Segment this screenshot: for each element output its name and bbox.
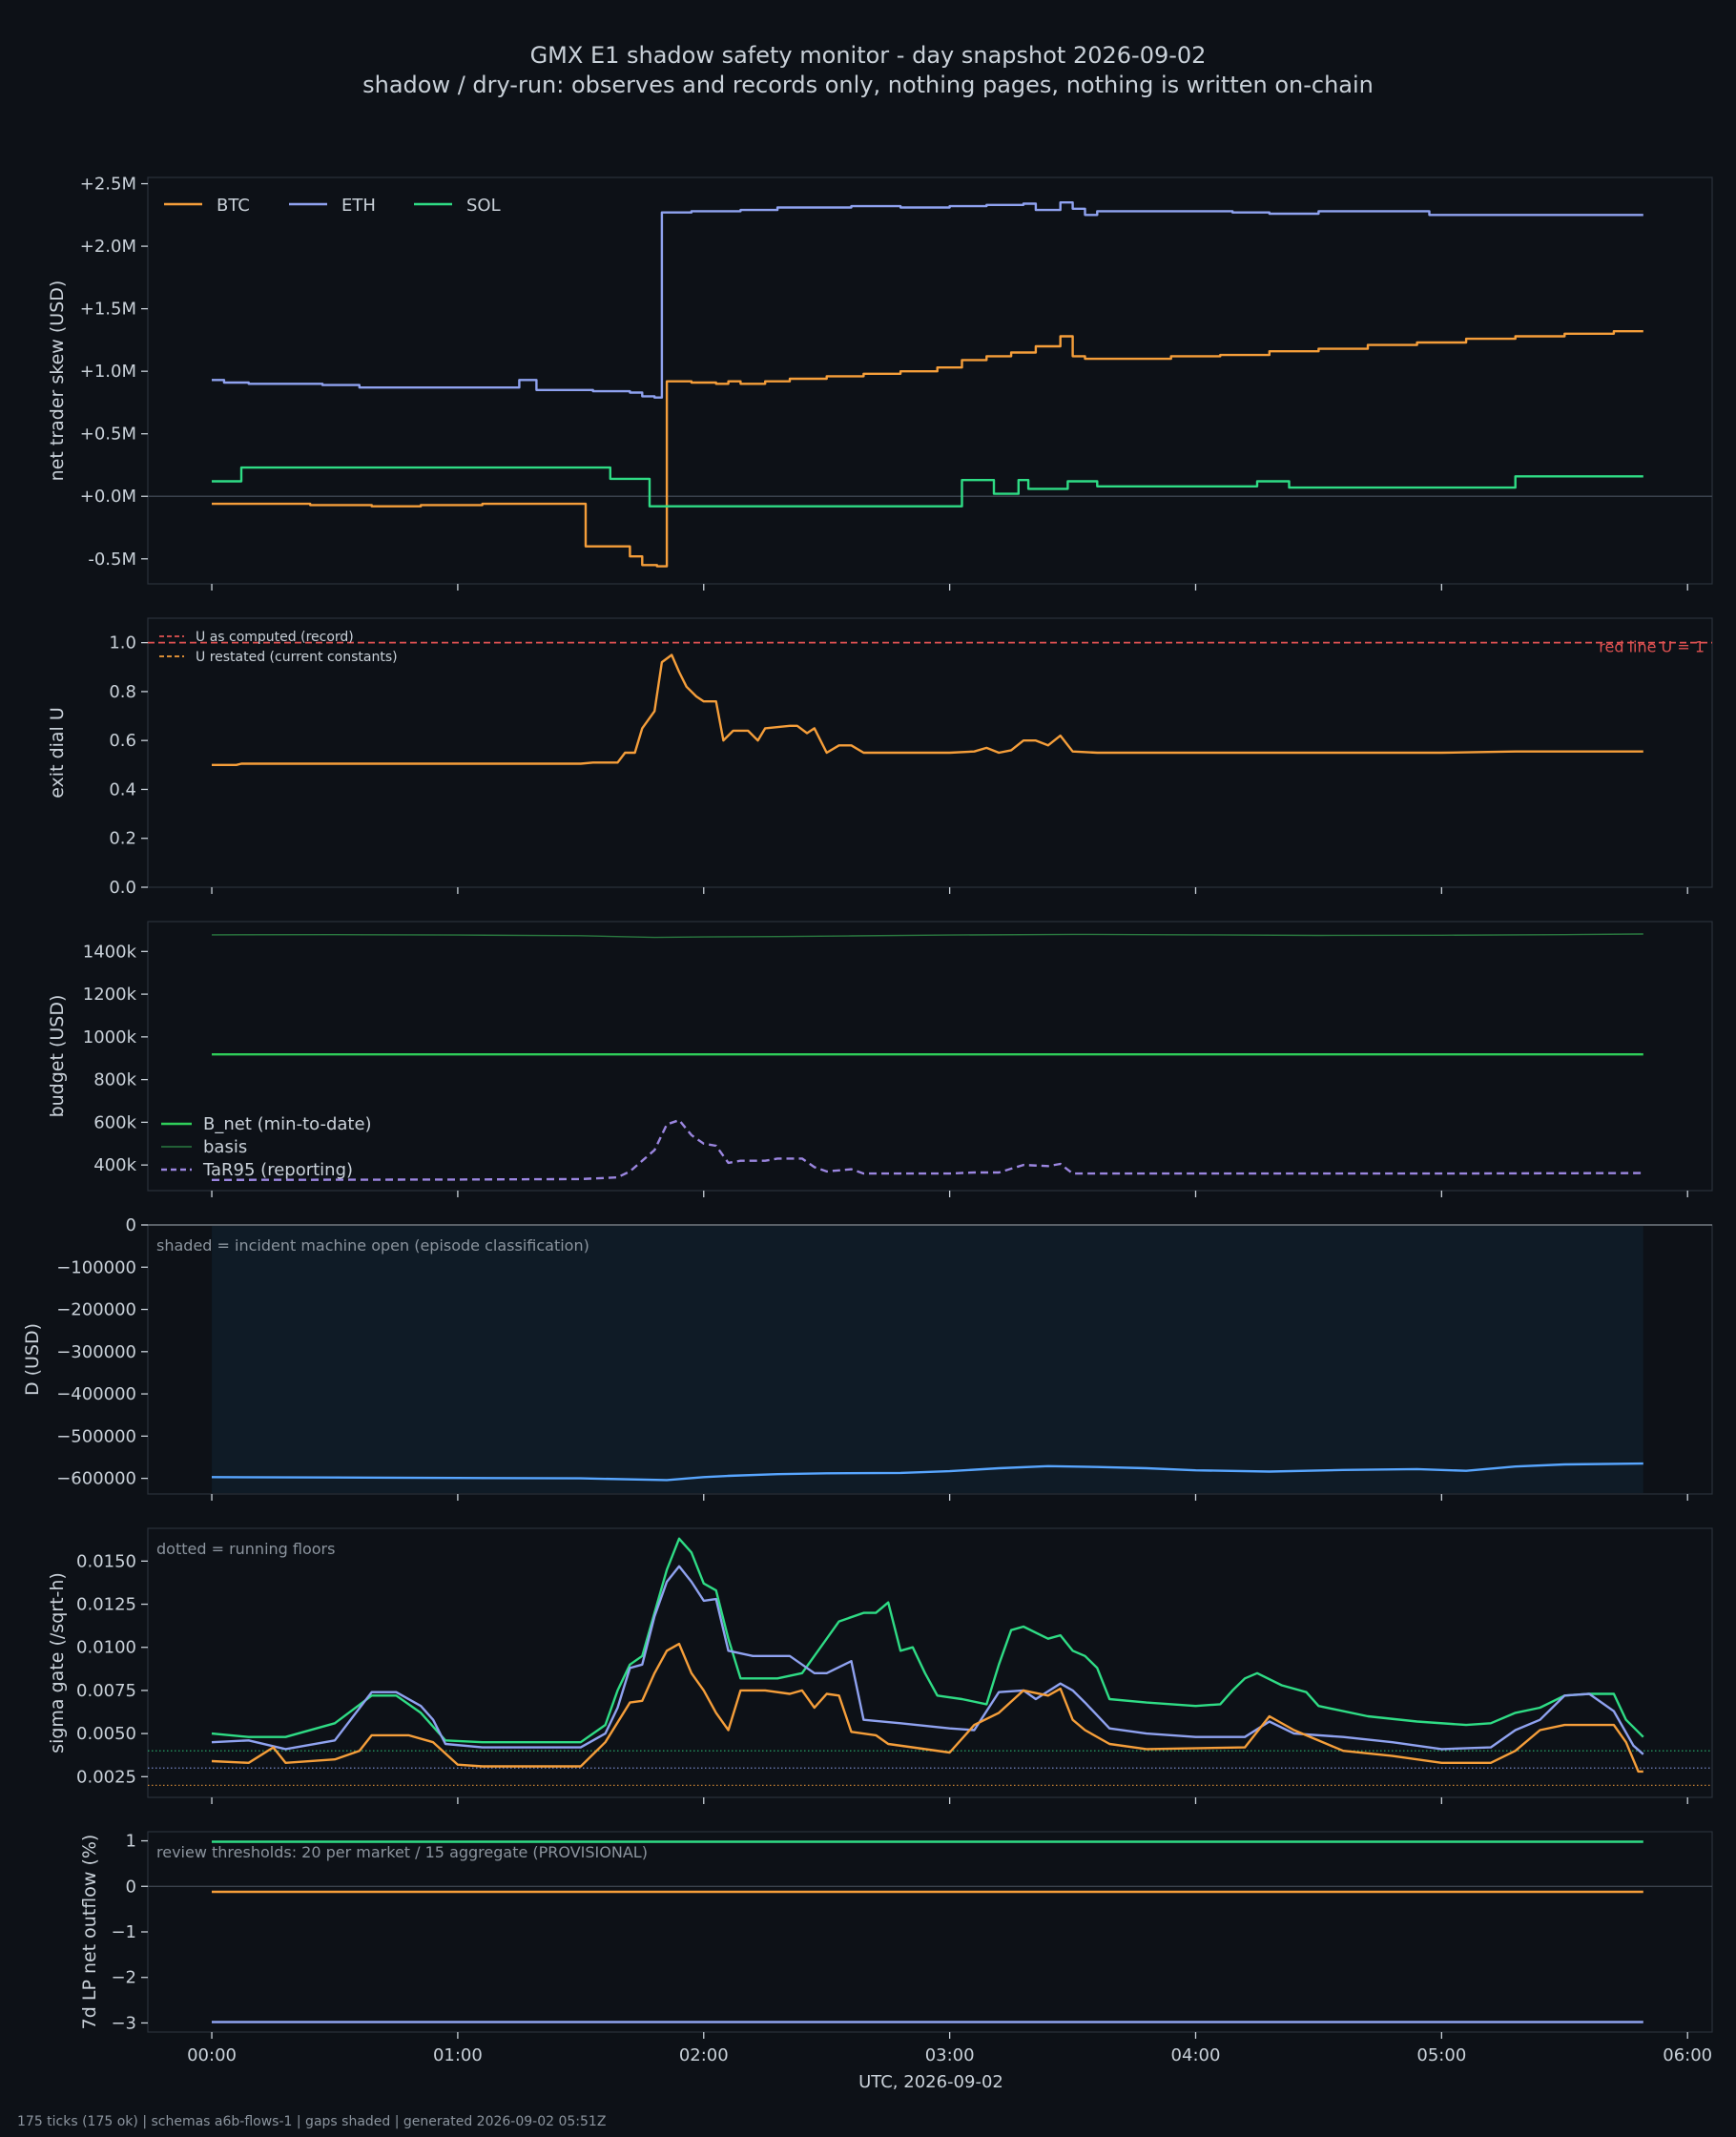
y-tick-label: +0.0M	[80, 487, 136, 507]
y-axis-label: sigma gate (/sqrt-h)	[47, 1572, 68, 1753]
chart-title: GMX E1 shadow safety monitor - day snaps…	[530, 42, 1207, 69]
y-tick-label: −1	[111, 1922, 136, 1942]
y-tick-label: 1400k	[83, 942, 137, 962]
x-tick-label: 01:00	[433, 2045, 483, 2065]
y-tick-label: 0.0150	[76, 1551, 136, 1571]
y-axis-label: exit dial U	[47, 707, 68, 799]
y-tick-label: 0.0050	[76, 1724, 136, 1744]
y-axis-label: budget (USD)	[47, 995, 68, 1118]
y-tick-label: 1	[126, 1832, 136, 1852]
x-tick-label: 05:00	[1416, 2045, 1466, 2065]
y-tick-label: +0.5M	[80, 425, 136, 445]
x-tick-label: 03:00	[925, 2045, 975, 2065]
y-tick-label: −500000	[56, 1426, 136, 1446]
y-tick-label: +1.5M	[80, 300, 136, 320]
legend-entry: B_net (min-to-date)	[203, 1114, 372, 1134]
y-tick-label: +2.5M	[80, 175, 136, 195]
panel-skew: -0.5M +0.0M +0.5M +1.0M +1.5M +2.0M +2.5M net t…	[47, 175, 1713, 591]
y-tick-label: 0.0075	[76, 1681, 136, 1701]
series-btc	[212, 330, 1643, 568]
y-tick-label: −200000	[56, 1300, 136, 1320]
y-tick-label: −300000	[56, 1342, 136, 1362]
panels: -0.5M +0.0M +0.5M +1.0M +1.5M +2.0M +2.5M net t…	[22, 175, 1713, 2065]
y-axis-label: net trader skew (USD)	[47, 280, 68, 482]
y-tick-label: 400k	[93, 1155, 136, 1175]
series-eth	[211, 1565, 1644, 1755]
panel-exitdial: 0.0 0.2 0.4 0.6 0.8 1.0 exit dial U red line U …	[47, 617, 1713, 898]
series-sol	[211, 1537, 1644, 1744]
y-tick-label: −400000	[56, 1384, 136, 1404]
x-tick-label: 04:00	[1171, 2045, 1221, 2065]
y-tick-label: −3	[111, 2013, 136, 2033]
series-basis	[211, 933, 1643, 939]
chart-subtitle: shadow / dry-run: observes and records o…	[362, 72, 1374, 98]
panel-frame	[147, 1527, 1713, 1798]
y-tick-label: 0.0025	[76, 1767, 136, 1787]
y-tick-label: 1200k	[83, 985, 137, 1005]
series-u-line	[212, 654, 1643, 766]
legend-entry: U as computed (record)	[196, 630, 354, 645]
panel-sigma: 0.0025 0.0050 0.0075 0.0100 0.0125 0.0150 sigm…	[47, 1527, 1713, 1804]
series-tar95-reporting-	[211, 1118, 1643, 1181]
panel-frame	[147, 921, 1713, 1192]
y-tick-label: 0.0125	[76, 1595, 136, 1615]
legend-entry: BTC	[217, 196, 250, 216]
y-tick-label: +1.0M	[80, 362, 136, 382]
y-tick-label: −100000	[56, 1257, 136, 1277]
y-tick-label: 0.6	[109, 731, 136, 751]
y-tick-label: 0	[126, 1215, 136, 1235]
panel-note: dotted = running floors	[156, 1540, 335, 1558]
incident-shade	[212, 1226, 1643, 1493]
footer-text: 175 ticks (175 ok) | schemas a6b-flows-1…	[17, 2114, 606, 2129]
y-tick-label: −600000	[56, 1469, 136, 1489]
series-eth	[212, 201, 1643, 399]
y-tick-label: 0.2	[109, 829, 136, 849]
y-tick-label: 1.0	[109, 633, 136, 654]
redline-label: red line U = 1	[1599, 638, 1705, 656]
x-axis-label: UTC, 2026-09-02	[858, 2072, 1003, 2092]
legend-entry: TaR95 (reporting)	[202, 1160, 353, 1180]
series-d	[211, 1462, 1643, 1482]
y-tick-label: 0	[126, 1877, 136, 1897]
legend-entry: U restated (current constants)	[196, 650, 398, 665]
y-axis-label: 7d LP net outflow (%)	[79, 1835, 100, 2030]
y-tick-label: 0.4	[109, 779, 136, 799]
series-btc	[211, 1642, 1643, 1774]
x-tick-label: 02:00	[679, 2045, 729, 2065]
series-sol	[212, 466, 1643, 508]
panel-frame	[147, 176, 1713, 585]
y-tick-label: 600k	[93, 1112, 136, 1132]
y-tick-label: 0.0100	[76, 1638, 136, 1658]
y-tick-label: 0.0	[109, 878, 136, 898]
y-tick-label: +2.0M	[80, 237, 136, 257]
panel-frame	[147, 1831, 1713, 2033]
y-axis-label: D (USD)	[22, 1323, 43, 1396]
panel-budget: 400k 600k 800k 1000k 1200k 1400k budget (USD) B…	[47, 921, 1713, 1197]
y-tick-label: -0.5M	[88, 550, 136, 570]
panel-frame	[147, 617, 1713, 888]
legend-entry: basis	[203, 1137, 247, 1157]
panel-lpflow: −3 −2 −1 0 1 7d LP net outflow (%) review thre…	[79, 1831, 1713, 2039]
legend-entry: SOL	[466, 196, 501, 216]
y-tick-label: 0.8	[109, 682, 136, 702]
x-tick-label: 06:00	[1663, 2045, 1712, 2065]
y-tick-label: 800k	[93, 1070, 136, 1090]
x-tick-label: 00:00	[187, 2045, 237, 2065]
legend-entry: ETH	[341, 196, 376, 216]
panel-note: shaded = incident machine open (episode …	[156, 1236, 589, 1255]
y-tick-label: 1000k	[83, 1027, 137, 1048]
panel-drawdown: −600000 −500000 −400000 −300000 −200000 −1000…	[22, 1215, 1713, 1501]
y-tick-label: −2	[111, 1968, 136, 1988]
panel-note: review thresholds: 20 per market / 15 ag…	[156, 1843, 648, 1861]
